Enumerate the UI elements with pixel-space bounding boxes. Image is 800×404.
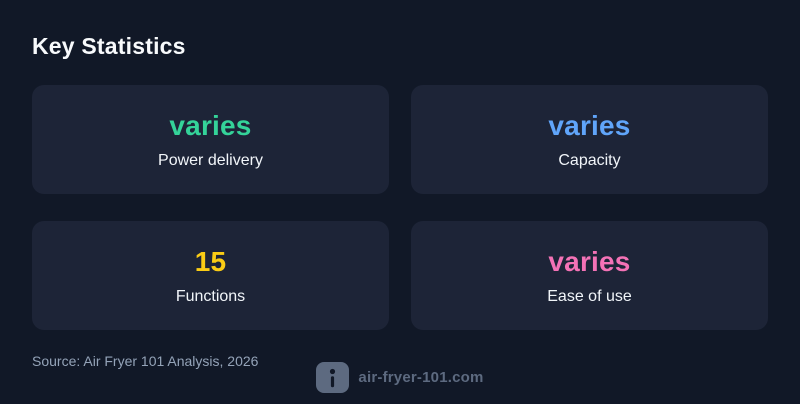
watermark: air-fryer-101.com bbox=[0, 362, 800, 393]
watermark-text: air-fryer-101.com bbox=[358, 369, 484, 386]
stat-label: Ease of use bbox=[547, 287, 632, 305]
stat-value: varies bbox=[548, 245, 631, 277]
stat-card-ease-of-use: varies Ease of use bbox=[411, 221, 768, 330]
stat-label: Functions bbox=[175, 287, 246, 305]
stat-value: varies bbox=[169, 109, 252, 141]
source-text: Source: Air Fryer 101 Analysis, 2026 bbox=[32, 353, 259, 369]
stat-value: varies bbox=[548, 109, 631, 141]
stat-card-power-delivery: varies Power delivery bbox=[32, 85, 389, 194]
stat-value: 15 bbox=[194, 245, 227, 277]
air-fryer-icon bbox=[316, 362, 350, 393]
stat-card-functions: 15 Functions bbox=[32, 221, 389, 330]
stat-label: Capacity bbox=[558, 151, 621, 169]
stat-card-capacity: varies Capacity bbox=[411, 85, 768, 194]
stat-label: Power delivery bbox=[158, 151, 263, 169]
page-title: Key Statistics bbox=[32, 33, 186, 59]
stats-grid: varies Power delivery varies Capacity 15… bbox=[32, 85, 768, 330]
